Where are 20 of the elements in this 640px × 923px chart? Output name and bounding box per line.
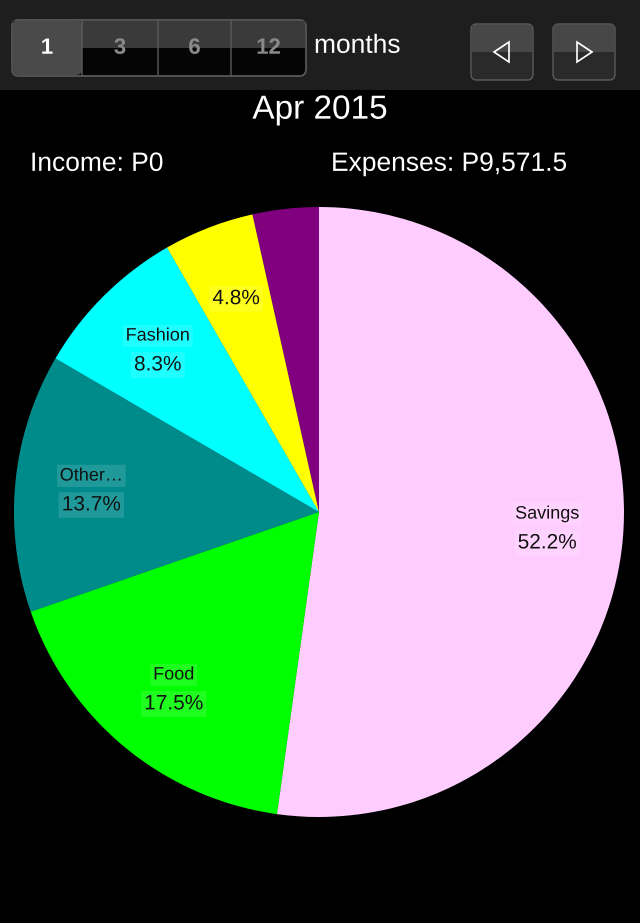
text: 1 (42, 38, 53, 54)
chart-title: Apr 2015 (252, 95, 386, 126)
text: Expenses: P9,571.5 (333, 152, 566, 176)
data-label: 8.3% (134, 356, 181, 371)
slice-label: Food (154, 666, 194, 680)
data-label: 4.8% (212, 290, 260, 304)
text: months (316, 34, 400, 54)
pie-slice (56, 248, 319, 512)
text: 6 (189, 38, 200, 54)
slice-label: Other… (60, 467, 120, 481)
slice-label: Savings (516, 505, 579, 522)
data-label: 17.5% (146, 694, 203, 710)
slice-label: Fashion (127, 327, 189, 341)
pie-slice (276, 207, 624, 817)
text: 3 (114, 38, 126, 54)
text: Income: P0 (32, 152, 162, 172)
text: 12 (258, 38, 280, 54)
data-label: 13.7% (63, 496, 120, 511)
pie-slice (30, 512, 319, 814)
data-label: 52.2% (518, 534, 576, 549)
